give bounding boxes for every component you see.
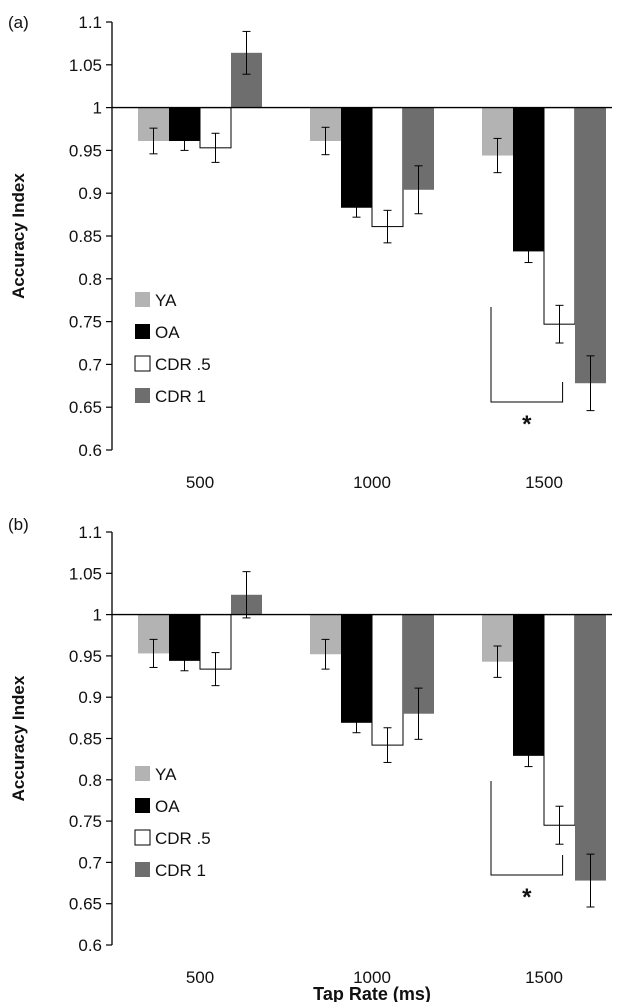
y-tick-label: 0.7 bbox=[78, 355, 102, 374]
legend-swatch bbox=[135, 766, 150, 781]
x-axis-label: Tap Rate (ms) bbox=[313, 984, 431, 1002]
significance-star: * bbox=[522, 884, 532, 911]
bar-cdr5 bbox=[543, 614, 576, 826]
legend-label: CDR 1 bbox=[155, 861, 206, 880]
legend-label: YA bbox=[155, 291, 177, 310]
y-tick-label: 0.95 bbox=[69, 141, 102, 160]
chart-panel-a: (a) Accuracy Index 0.6 0.65 0.7 0.75 0.8 0.85 0.… bbox=[8, 13, 612, 492]
panel-label: (b) bbox=[8, 515, 29, 534]
y-tick-label: 0.85 bbox=[69, 730, 102, 749]
y-axis-label: Accuracy Index bbox=[9, 675, 28, 801]
y-axis-label: Accuracy Index bbox=[9, 173, 28, 299]
y-tick-label: 0.7 bbox=[78, 853, 102, 872]
y-tick-label: 0.8 bbox=[78, 270, 102, 289]
y-tick-label: 0.75 bbox=[69, 812, 102, 831]
legend-label: CDR 1 bbox=[155, 387, 206, 406]
y-tick-label: 1 bbox=[93, 606, 102, 625]
x-tick-label: 1500 bbox=[525, 473, 563, 492]
y-tick-label: 1.1 bbox=[78, 13, 102, 32]
legend-label: YA bbox=[155, 765, 177, 784]
bar-oa bbox=[341, 614, 372, 723]
x-tick-label: 1500 bbox=[525, 968, 563, 987]
significance-star: * bbox=[522, 411, 532, 438]
y-tick-label: 0.8 bbox=[78, 771, 102, 790]
legend-label: CDR .5 bbox=[155, 355, 211, 374]
chart-panel-b: (b) Accuracy Index 0.6 0.65 0.7 0.75 0.8 0.85 0.… bbox=[8, 515, 612, 987]
bar-cdr1 bbox=[575, 614, 606, 881]
legend-swatch bbox=[135, 292, 150, 307]
bar-oa bbox=[513, 614, 544, 756]
legend-swatch bbox=[135, 388, 150, 403]
legend-label: CDR .5 bbox=[155, 829, 211, 848]
y-tick-label: 0.9 bbox=[78, 184, 102, 203]
y-tick-label: 0.65 bbox=[69, 895, 102, 914]
y-tick-label: 0.75 bbox=[69, 313, 102, 332]
y-tick-label: 1 bbox=[93, 99, 102, 118]
bar-cdr5 bbox=[371, 614, 404, 746]
legend-swatch bbox=[135, 324, 150, 339]
y-tick-label: 0.65 bbox=[69, 398, 102, 417]
y-tick-label: 0.6 bbox=[78, 936, 102, 955]
significance-bracket bbox=[490, 307, 564, 403]
bar-cdr5 bbox=[543, 107, 576, 325]
y-tick-label: 1.1 bbox=[78, 523, 102, 542]
significance-bracket bbox=[490, 781, 564, 876]
legend-swatch bbox=[135, 798, 150, 813]
y-tick-label: 0.85 bbox=[69, 227, 102, 246]
bar-oa bbox=[341, 107, 372, 208]
bar-cdr5 bbox=[371, 107, 404, 228]
legend-label: OA bbox=[155, 323, 180, 342]
legend-label: OA bbox=[155, 797, 180, 816]
legend-swatch bbox=[134, 355, 151, 372]
x-tick-label: 1000 bbox=[353, 473, 391, 492]
x-tick-label: 500 bbox=[186, 473, 214, 492]
legend-swatch bbox=[134, 829, 151, 846]
y-tick-label: 0.95 bbox=[69, 647, 102, 666]
y-tick-label: 0.9 bbox=[78, 688, 102, 707]
legend-swatch bbox=[135, 862, 150, 877]
bar-cdr1 bbox=[575, 107, 606, 384]
y-tick-label: 0.6 bbox=[78, 441, 102, 460]
x-tick-label: 500 bbox=[186, 968, 214, 987]
y-tick-label: 1.05 bbox=[69, 56, 102, 75]
y-tick-label: 1.05 bbox=[69, 564, 102, 583]
panel-label: (a) bbox=[8, 13, 29, 32]
bar-oa bbox=[513, 107, 544, 252]
x-tick-label: 1000 bbox=[353, 968, 391, 987]
